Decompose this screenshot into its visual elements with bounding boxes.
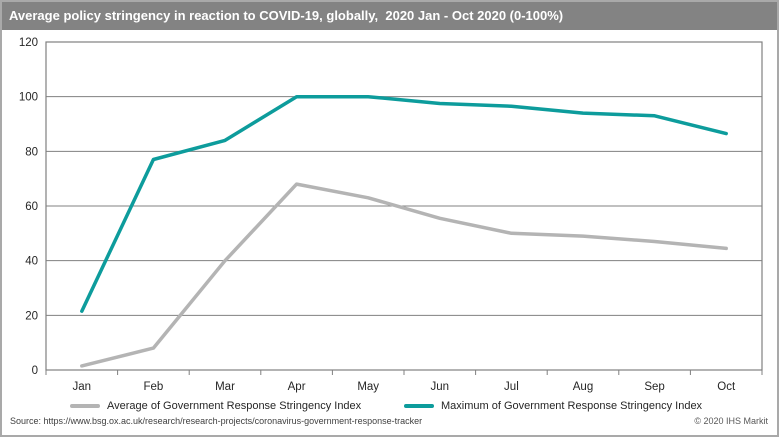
svg-text:Mar: Mar <box>215 381 235 393</box>
svg-text:Feb: Feb <box>143 381 163 393</box>
svg-text:40: 40 <box>25 256 38 268</box>
svg-text:Aug: Aug <box>573 381 593 393</box>
copyright-note: © 2020 IHS Markit <box>694 416 768 426</box>
line-chart: 0 20 40 60 80 100 120 Jan Feb Mar Apr May Jun Jul Aug S… <box>19 37 763 393</box>
chart-area: 0 20 40 60 80 100 120 Jan Feb Mar Apr May Jun Jul Aug S… <box>2 30 777 405</box>
svg-text:Oct: Oct <box>717 381 736 393</box>
svg-text:100: 100 <box>19 92 38 104</box>
svg-text:Jul: Jul <box>504 381 519 393</box>
svg-text:Jan: Jan <box>73 381 92 393</box>
svg-text:20: 20 <box>25 310 38 322</box>
svg-text:60: 60 <box>25 201 38 213</box>
svg-text:Sep: Sep <box>644 381 664 393</box>
source-note: Source: https://www.bsg.ox.ac.uk/researc… <box>10 416 423 426</box>
chart-title: Average policy stringency in reaction to… <box>2 2 777 30</box>
svg-text:120: 120 <box>19 37 38 49</box>
svg-text:0: 0 <box>32 365 38 377</box>
svg-text:Jun: Jun <box>431 381 450 393</box>
svg-text:May: May <box>357 381 379 393</box>
svg-text:80: 80 <box>25 146 38 158</box>
svg-text:Apr: Apr <box>288 381 306 393</box>
